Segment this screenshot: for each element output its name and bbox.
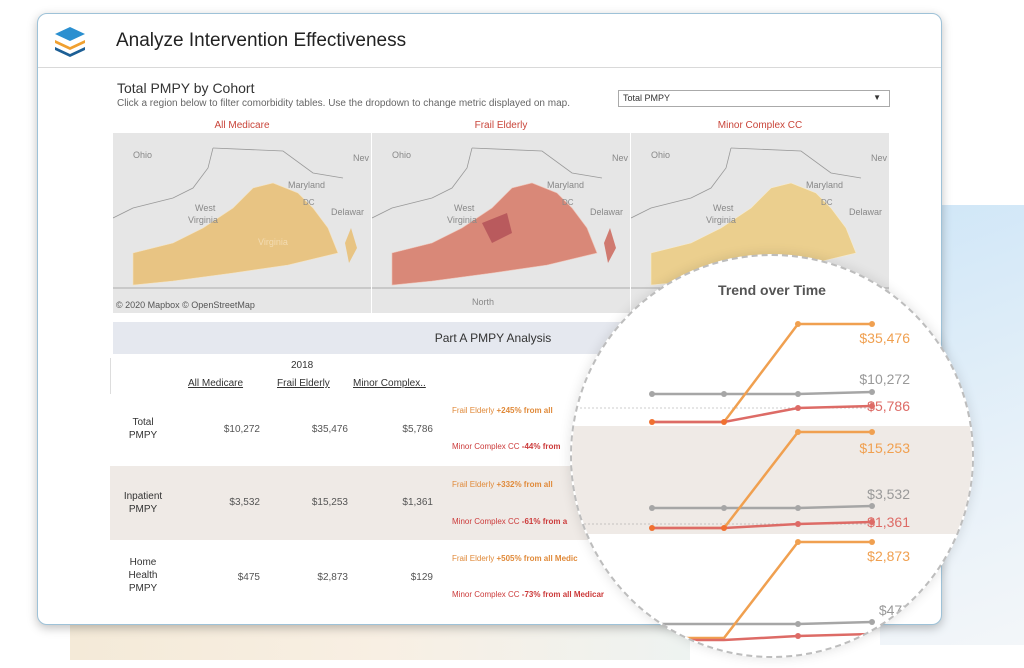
cell-inpatient-frail: $15,253	[311, 497, 348, 508]
note-total-minor: Minor Complex CC -44% from	[452, 442, 561, 451]
cell-home-health-frail: $2,873	[317, 572, 348, 583]
year-header: 2018	[291, 360, 314, 371]
label-delaware: Delawar	[331, 207, 364, 217]
note-total-frail: Frail Elderly +245% from all	[452, 406, 553, 415]
label-west: West	[713, 203, 734, 213]
table-row	[110, 394, 650, 466]
section-title: Total PMPY by Cohort	[117, 80, 255, 96]
trend-label-inpatient-frail: $15,253	[859, 440, 910, 456]
note-inpatient-minor: Minor Complex CC -61% from a	[452, 517, 568, 526]
trend-label-home-health-all: $475	[878, 602, 910, 618]
label-nev: Nev	[353, 153, 370, 163]
label-virginia: Virginia	[258, 237, 288, 247]
label-virginia-wv: Virginia	[188, 215, 218, 225]
title-bar: Analyze Intervention Effectiveness	[38, 14, 941, 68]
cohort-label-frail-elderly: Frail Elderly	[474, 120, 528, 131]
label-dc: DC	[303, 198, 315, 207]
map-all-medicare[interactable]: Ohio Maryland DC Nev West Virginia Delaw…	[113, 133, 371, 313]
label-maryland: Maryland	[806, 180, 843, 190]
label-delaware: Delawar	[849, 207, 882, 217]
series-minor-total	[652, 404, 873, 424]
label-dc: DC	[562, 198, 574, 207]
series-all-total	[652, 390, 873, 396]
trend-magnifier: Trend over Time $35,476 $10,272 $5,786 $…	[570, 254, 974, 658]
cell-inpatient-all: $3,532	[229, 497, 260, 508]
series-all-home-health	[652, 620, 873, 626]
label-maryland: Maryland	[547, 180, 584, 190]
map-frail-elderly[interactable]: Ohio Maryland DC Nev West Virginia Delaw…	[372, 133, 630, 313]
trend-label-home-health-frail: $2,873	[867, 548, 910, 564]
label-ohio: Ohio	[392, 150, 411, 160]
app-title: Analyze Intervention Effectiveness	[116, 30, 407, 51]
trend-chart	[572, 321, 875, 642]
metric-dropdown[interactable]: Total PMPY ▼	[618, 90, 890, 107]
note-inpatient-frail: Frail Elderly +332% from all	[452, 480, 553, 489]
cohort-label-minor-complex: Minor Complex CC	[717, 120, 803, 131]
label-ohio: Ohio	[133, 150, 152, 160]
cell-total-minor: $5,786	[402, 424, 433, 435]
trend-title: Trend over Time	[718, 282, 826, 298]
layers-logo-icon	[55, 27, 85, 57]
dropdown-arrow-icon: ▼	[873, 93, 881, 102]
cell-total-frail: $35,476	[311, 424, 348, 435]
trend-label-total-all: $10,272	[859, 371, 910, 387]
row-label-inpatient: Inpatient PMPY	[123, 491, 163, 515]
table-row	[110, 466, 650, 540]
row-label-home-health: Home Health PMPY	[128, 557, 158, 594]
label-delaware: Delawar	[590, 207, 623, 217]
label-ohio: Ohio	[651, 150, 670, 160]
section-subtitle: Click a region below to filter comorbidi…	[117, 98, 571, 109]
label-virginia-wv: Virginia	[447, 215, 477, 225]
label-nev: Nev	[612, 153, 629, 163]
series-minor-home-health	[652, 632, 873, 642]
column-header-minor-complex[interactable]: Minor Complex..	[353, 378, 426, 389]
table-row	[110, 540, 650, 614]
label-west: West	[195, 203, 216, 213]
label-dc: DC	[821, 198, 833, 207]
cell-total-all: $10,272	[223, 424, 260, 435]
trend-label-total-frail: $35,476	[859, 330, 910, 346]
cell-inpatient-minor: $1,361	[402, 497, 433, 508]
note-home-health-minor: Minor Complex CC -73% from all Medicar	[452, 590, 605, 599]
cohort-label-all-medicare: All Medicare	[214, 120, 270, 131]
label-west: West	[454, 203, 475, 213]
row-label-total: Total PMPY	[128, 417, 158, 441]
column-header-frail-elderly[interactable]: Frail Elderly	[277, 378, 330, 389]
series-frail-home-health	[652, 540, 872, 640]
label-maryland: Maryland	[288, 180, 325, 190]
note-home-health-frail: Frail Elderly +505% from all Medic	[452, 554, 578, 563]
column-header-all-medicare[interactable]: All Medicare	[188, 378, 244, 389]
virginia-map: Ohio Maryland DC Nev West Virginia Delaw…	[372, 147, 630, 307]
series-frail-inpatient	[652, 430, 872, 530]
virginia-map: Ohio Maryland DC Nev West Virginia Delaw…	[113, 147, 371, 289]
label-nev: Nev	[871, 153, 888, 163]
metric-dropdown-value: Total PMPY	[623, 93, 671, 103]
series-minor-inpatient	[652, 520, 873, 530]
label-north: North	[472, 297, 494, 307]
map-copyright: © 2020 Mapbox © OpenStreetMap	[116, 300, 255, 310]
cell-home-health-all: $475	[237, 572, 260, 583]
trend-label-inpatient-all: $3,532	[867, 486, 910, 502]
cell-home-health-minor: $129	[410, 572, 433, 583]
trend-label-inpatient-minor: $1,361	[867, 514, 910, 530]
series-all-inpatient	[652, 504, 873, 510]
label-virginia-wv: Virginia	[706, 215, 736, 225]
trend-label-total-minor: $5,786	[867, 398, 910, 414]
trend-band	[572, 426, 972, 534]
